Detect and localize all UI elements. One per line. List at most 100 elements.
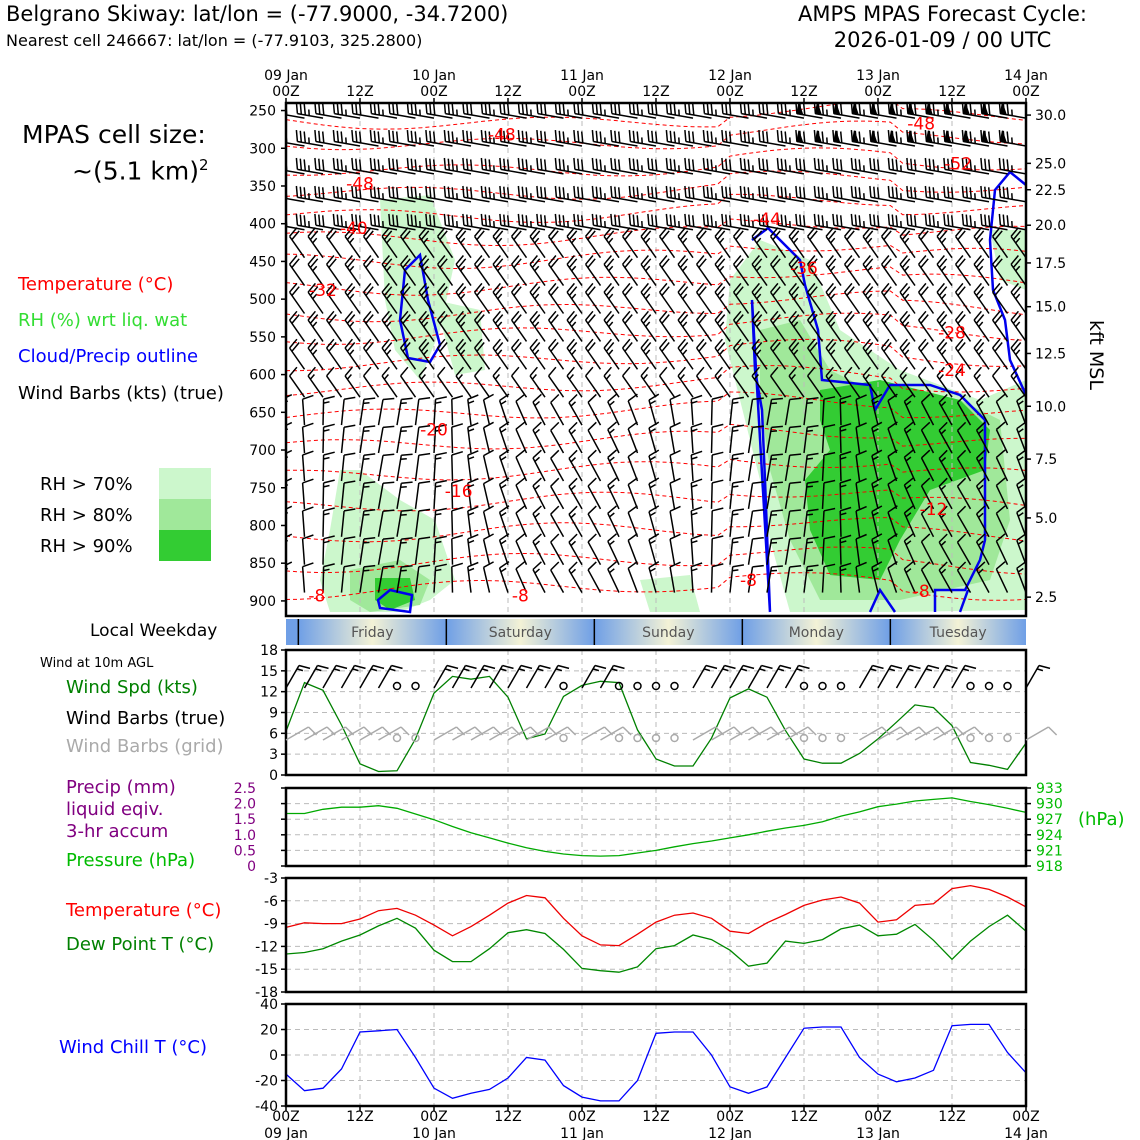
wind-barb — [821, 396, 836, 426]
wind-barb — [821, 535, 836, 565]
wind-barb — [732, 338, 750, 370]
cloud-outline — [376, 588, 414, 614]
wind-barb — [314, 157, 342, 175]
wind-barb — [499, 185, 527, 203]
wind-barb — [995, 561, 1009, 593]
wind-barb — [869, 103, 897, 119]
wind-barb — [832, 213, 860, 231]
wind-barb — [536, 103, 564, 119]
wind-barb — [532, 393, 546, 426]
wind-barb — [314, 130, 342, 147]
wind-barb — [729, 664, 755, 689]
wind-barb — [938, 505, 953, 538]
legend-cloud: Cloud/Precip outline — [18, 346, 199, 367]
wind-barb-flag — [962, 130, 971, 144]
wind-barb — [906, 157, 934, 175]
wind-barb — [377, 397, 395, 426]
wind-barb — [975, 421, 990, 454]
top-hour-label: 12Z — [494, 84, 521, 100]
cycle-date: 2026-01-09 / 00 UTC — [833, 28, 1052, 52]
wind-barb — [887, 533, 898, 565]
wind-barb — [351, 103, 379, 119]
wind-barb — [603, 310, 620, 342]
wind-barb — [887, 157, 916, 175]
wind-barb — [843, 282, 861, 314]
wind-barb — [920, 421, 935, 454]
calm-wind-circle-grid — [1003, 733, 1012, 743]
temperature-contour — [286, 193, 1026, 223]
wind-barb — [554, 185, 583, 203]
wind-barb — [591, 157, 620, 175]
weekday-segments: Friday Saturday Sunday Monday Tuesday — [297, 619, 1026, 645]
wind-barb — [795, 157, 823, 175]
calm-wind-circle-grid — [614, 733, 624, 743]
temperature-contour — [286, 218, 1026, 247]
pressure-tick-label: 400 — [249, 217, 276, 233]
wind-barb — [532, 449, 546, 482]
wind-barb — [924, 185, 953, 203]
wind-barb — [903, 421, 916, 454]
kft-tick-label: 2.5 — [1035, 590, 1057, 606]
wind-barb — [295, 103, 324, 119]
top-hour-label: 00Z — [568, 84, 595, 100]
wind-barb — [467, 533, 479, 565]
y-tick-label: -9 — [264, 917, 278, 933]
wind-barb — [301, 422, 314, 454]
wind-barb — [695, 255, 713, 287]
weekday-label: Sunday — [642, 625, 694, 641]
wind-barb — [776, 213, 805, 231]
wind-barb — [721, 213, 749, 231]
wind-barb — [648, 505, 660, 538]
wind-barb — [714, 338, 731, 370]
wind-barb — [554, 130, 583, 147]
calm-wind-circle — [614, 681, 624, 691]
wind-barb — [648, 449, 660, 482]
wind-barb — [332, 130, 361, 147]
wind-barb — [482, 449, 494, 482]
wind-barb — [359, 509, 376, 537]
wind-barb — [451, 478, 464, 509]
wind-barb — [795, 130, 823, 147]
wind-barb — [1010, 310, 1026, 342]
wind-barb — [825, 282, 842, 314]
wind-barb — [869, 157, 897, 175]
wind-barb — [425, 157, 453, 175]
wind-barb — [862, 366, 879, 398]
wind-barb — [414, 424, 431, 454]
top-date-label: 14 Jan — [1004, 68, 1048, 84]
wind-barb — [436, 282, 454, 314]
wind-barb — [710, 563, 724, 593]
wind-barb — [554, 157, 583, 175]
wind-barb — [351, 157, 379, 175]
temperature-label: -8 — [308, 587, 325, 607]
legend-rh: RH (%) wrt liq. wat — [18, 310, 188, 331]
wind-barb — [710, 423, 724, 454]
wind-barb — [492, 310, 509, 342]
wind-barb — [739, 213, 768, 231]
wind-barb — [322, 479, 335, 509]
wind-barb — [554, 213, 583, 231]
wind-barb — [975, 533, 990, 566]
wind-barb-flag — [851, 130, 860, 144]
wind-barb — [322, 535, 335, 565]
wind-barb — [550, 561, 565, 593]
wind-barb — [862, 338, 879, 370]
temperature-label: -48 — [488, 126, 516, 146]
wind-barb — [568, 477, 583, 510]
calm-wind-circle — [836, 681, 846, 691]
cell-size-label: MPAS cell size: — [22, 120, 206, 149]
wind-barb — [975, 449, 990, 482]
temperature-label: -44 — [753, 210, 781, 230]
wind-barb — [640, 338, 657, 370]
wind-barb — [973, 310, 990, 342]
wind-barb — [769, 227, 787, 259]
wind-barb-flag — [999, 130, 1008, 144]
wind-barb — [550, 505, 565, 538]
wind-barb — [301, 478, 314, 509]
wind-barb — [332, 103, 361, 119]
legend-wind-barbs-grid: Wind Barbs (grid) — [66, 736, 224, 757]
wind-barb — [492, 227, 509, 259]
precip-left-label: 0 — [247, 859, 256, 875]
wind-barb — [362, 310, 380, 342]
